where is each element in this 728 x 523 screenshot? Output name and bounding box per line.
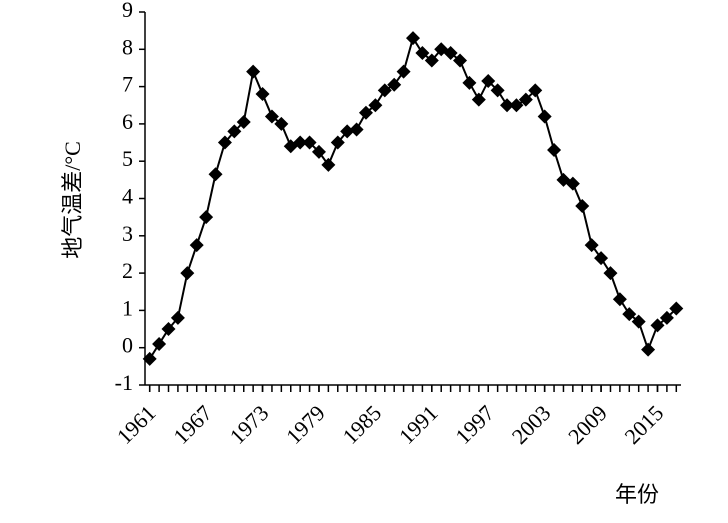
point-marker bbox=[622, 307, 637, 322]
point-marker bbox=[631, 314, 646, 329]
point-marker bbox=[518, 92, 533, 107]
y-axis-label: 地气温差/°C bbox=[60, 141, 85, 259]
x-tick-label: 1985 bbox=[337, 400, 386, 449]
point-marker bbox=[255, 87, 270, 102]
point-marker bbox=[659, 310, 674, 325]
point-marker bbox=[481, 74, 496, 89]
x-tick-label: 1979 bbox=[281, 400, 330, 449]
point-marker bbox=[170, 310, 185, 325]
x-tick-label: 1961 bbox=[112, 400, 161, 449]
point-marker bbox=[612, 292, 627, 307]
point-marker bbox=[453, 53, 468, 68]
point-marker bbox=[330, 135, 345, 150]
point-marker bbox=[471, 92, 486, 107]
point-marker bbox=[161, 322, 176, 337]
point-marker bbox=[377, 83, 392, 98]
point-marker bbox=[575, 198, 590, 213]
y-tick-label: -1 bbox=[115, 370, 133, 395]
y-tick-label: 4 bbox=[122, 184, 133, 209]
y-tick-label: 8 bbox=[122, 34, 133, 59]
point-marker bbox=[340, 124, 355, 139]
point-marker bbox=[594, 251, 609, 266]
x-axis-label: 年份 bbox=[615, 482, 659, 507]
x-tick-label: 2009 bbox=[563, 400, 612, 449]
x-tick-label: 1997 bbox=[450, 400, 499, 449]
point-marker bbox=[641, 342, 656, 357]
point-marker bbox=[217, 135, 232, 150]
x-tick-label: 2003 bbox=[507, 400, 556, 449]
series-line bbox=[148, 35, 678, 360]
point-marker bbox=[208, 167, 223, 182]
point-marker bbox=[321, 157, 336, 172]
point-marker bbox=[396, 64, 411, 79]
point-marker bbox=[180, 266, 195, 281]
point-marker bbox=[387, 77, 402, 92]
point-marker bbox=[236, 115, 251, 130]
point-marker bbox=[311, 144, 326, 159]
point-marker bbox=[264, 109, 279, 124]
point-marker bbox=[415, 46, 430, 61]
point-marker bbox=[650, 318, 665, 333]
point-marker bbox=[547, 143, 562, 158]
point-marker bbox=[349, 122, 364, 137]
point-marker bbox=[490, 83, 505, 98]
point-marker bbox=[509, 98, 524, 113]
point-marker bbox=[406, 31, 420, 46]
point-marker bbox=[537, 109, 552, 124]
point-marker bbox=[293, 135, 308, 150]
x-tick-label: 1973 bbox=[225, 400, 274, 449]
point-marker bbox=[227, 124, 242, 139]
y-tick-label: 6 bbox=[122, 109, 133, 134]
y-tick-label: 1 bbox=[122, 295, 133, 320]
point-marker bbox=[246, 64, 261, 79]
x-tick-label: 1991 bbox=[394, 400, 443, 449]
point-marker bbox=[152, 336, 167, 351]
point-marker bbox=[603, 266, 618, 281]
y-tick-label: 0 bbox=[122, 333, 133, 358]
y-tick-label: 3 bbox=[122, 221, 133, 246]
point-marker bbox=[584, 238, 599, 253]
point-marker bbox=[528, 83, 543, 98]
point-marker bbox=[462, 75, 477, 90]
point-marker bbox=[189, 238, 204, 253]
y-tick-label: 9 bbox=[122, 0, 133, 22]
point-marker bbox=[142, 351, 157, 366]
point-marker bbox=[669, 301, 684, 316]
point-marker bbox=[500, 98, 515, 113]
point-marker bbox=[199, 210, 214, 225]
point-marker bbox=[368, 98, 383, 113]
point-marker bbox=[443, 46, 458, 61]
point-marker bbox=[424, 53, 439, 68]
y-tick-label: 7 bbox=[122, 72, 133, 97]
x-tick-label: 1967 bbox=[168, 400, 217, 449]
point-marker bbox=[274, 116, 289, 131]
x-tick-label: 2015 bbox=[620, 400, 669, 449]
point-marker bbox=[565, 176, 580, 191]
point-marker bbox=[302, 135, 317, 150]
point-marker bbox=[358, 105, 373, 120]
y-tick-label: 2 bbox=[122, 258, 133, 283]
y-tick-label: 5 bbox=[122, 146, 133, 171]
